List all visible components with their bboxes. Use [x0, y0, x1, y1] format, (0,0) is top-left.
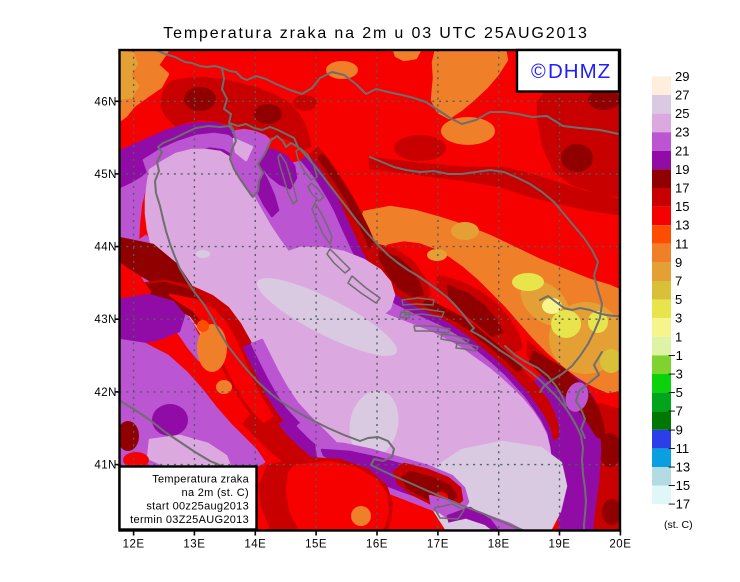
svg-text:42N: 42N [94, 387, 117, 399]
svg-text:16E: 16E [366, 539, 388, 551]
svg-text:13: 13 [675, 218, 689, 233]
svg-text:5: 5 [675, 292, 682, 307]
svg-text:−1: −1 [668, 348, 683, 363]
svg-text:44N: 44N [94, 242, 117, 254]
svg-text:11: 11 [675, 236, 689, 251]
svg-text:20E: 20E [609, 539, 631, 551]
svg-text:©: © [531, 61, 546, 83]
svg-text:7: 7 [675, 274, 682, 289]
svg-text:1: 1 [675, 329, 682, 344]
svg-text:na 2m (st. C): na 2m (st. C) [182, 487, 249, 499]
svg-text:27: 27 [675, 88, 689, 103]
svg-text:Temperatura zraka na 2m u 03 U: Temperatura zraka na 2m u 03 UTC 25AUG20… [163, 25, 588, 42]
svg-text:15: 15 [675, 199, 689, 214]
svg-text:(st. C): (st. C) [664, 519, 693, 531]
svg-text:45N: 45N [94, 169, 117, 181]
svg-text:−9: −9 [668, 422, 683, 437]
svg-text:DHMZ: DHMZ [548, 60, 611, 83]
svg-text:18E: 18E [488, 539, 510, 551]
svg-text:19E: 19E [549, 539, 571, 551]
svg-text:17E: 17E [427, 539, 449, 551]
svg-text:19: 19 [675, 162, 689, 177]
svg-text:29: 29 [675, 69, 689, 84]
svg-text:3: 3 [675, 311, 682, 326]
svg-text:−13: −13 [668, 460, 690, 475]
svg-text:43N: 43N [94, 314, 117, 326]
svg-text:−5: −5 [668, 385, 683, 400]
svg-text:−7: −7 [668, 404, 683, 419]
svg-text:start 00z25aug2013: start 00z25aug2013 [146, 501, 249, 513]
svg-text:−3: −3 [668, 367, 683, 382]
svg-text:13E: 13E [183, 539, 205, 551]
svg-text:−17: −17 [668, 497, 690, 512]
svg-text:15E: 15E [305, 539, 327, 551]
svg-text:9: 9 [675, 255, 682, 270]
svg-text:14E: 14E [244, 539, 266, 551]
svg-text:23: 23 [675, 125, 689, 140]
svg-text:25: 25 [675, 106, 689, 121]
svg-text:Temperatura zraka: Temperatura zraka [152, 474, 249, 486]
svg-text:termin 03Z25AUG2013: termin 03Z25AUG2013 [130, 514, 249, 526]
svg-text:46N: 46N [94, 96, 117, 108]
svg-text:17: 17 [675, 181, 689, 196]
svg-text:12E: 12E [123, 539, 145, 551]
svg-text:−11: −11 [668, 441, 689, 456]
svg-text:41N: 41N [94, 460, 117, 472]
svg-text:−15: −15 [668, 478, 690, 493]
svg-text:21: 21 [675, 143, 689, 158]
